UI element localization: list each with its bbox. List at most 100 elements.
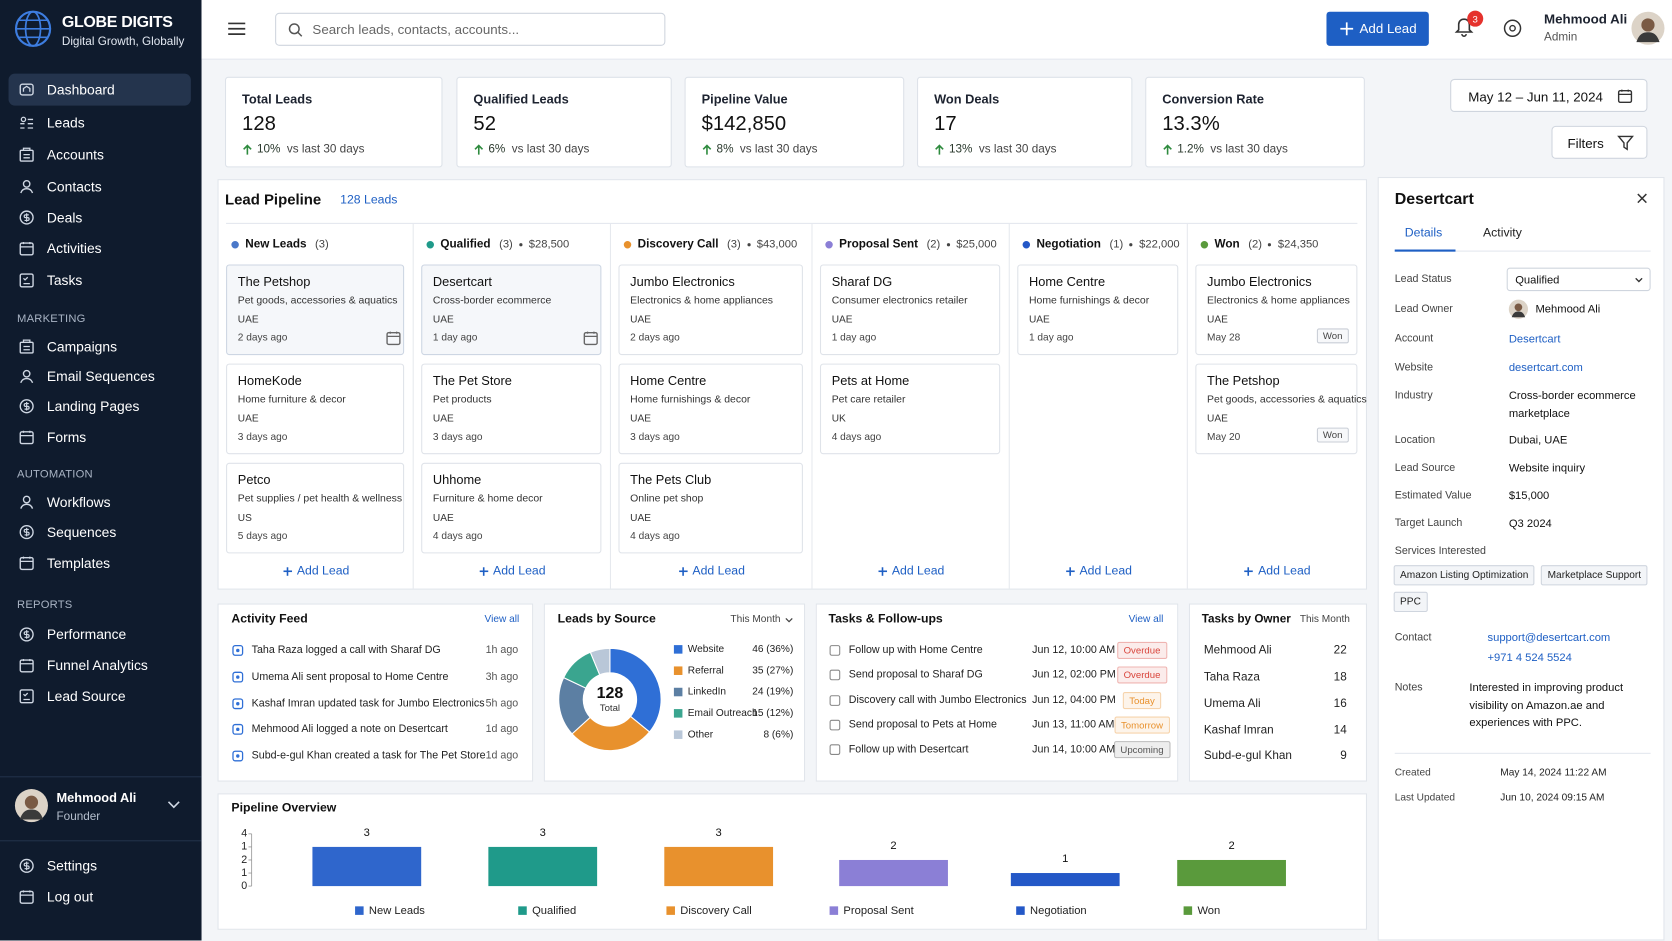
divider	[226, 222, 1358, 224]
lead-card[interactable]: The Pets Club Online pet shop UAE 4 days ag…	[618, 462, 803, 554]
nav-item[interactable]: Workflows	[9, 486, 191, 518]
close-button[interactable]	[1637, 193, 1648, 204]
tab[interactable]: Activity	[1482, 227, 1522, 240]
icon-part	[1163, 143, 1172, 155]
nav-item[interactable]: Deals	[9, 202, 191, 234]
lead-card[interactable]: Uhhome Furniture & home decor UAE 4 days ag…	[421, 462, 602, 554]
menu-button[interactable]	[227, 21, 246, 36]
activity-text: Kashaf Imran updated task for Jumbo Elec…	[251, 697, 485, 710]
lead-name: The Petshop	[1207, 373, 1280, 389]
add-lead-link[interactable]: Add Lead	[1244, 565, 1311, 578]
contact-email[interactable]: support@desertcart.com	[1487, 631, 1611, 645]
task-status: Tomorrow	[1114, 716, 1170, 734]
help-button[interactable]	[1503, 19, 1522, 38]
lead-card[interactable]: Home Centre Home furnishings & decor UAE 1 …	[1017, 264, 1179, 356]
icon-part	[22, 339, 31, 351]
lead-card[interactable]: Home Centre Home furnishings & decor UAE 3 …	[618, 363, 803, 455]
sidebar-user-role: Founder	[56, 810, 101, 824]
lead-country: UAE	[1207, 413, 1228, 425]
add-lead-link[interactable]: Add Lead	[282, 565, 349, 578]
kpi-change-value: 6%	[488, 142, 506, 156]
nav-item[interactable]: Performance	[9, 618, 191, 650]
task-checkbox[interactable]	[829, 719, 841, 731]
view-all-link[interactable]: View all	[1128, 613, 1164, 626]
nav-item[interactable]: Email Sequences	[9, 360, 191, 392]
icon-part	[1617, 135, 1634, 151]
filters-button[interactable]: Filters	[1551, 125, 1648, 159]
icon-part	[1617, 89, 1633, 104]
nav-item[interactable]: Landing Pages	[9, 390, 191, 422]
pipeline-total[interactable]: 128 Leads	[340, 194, 398, 207]
date-range[interactable]: May 12 – Jun 11, 2024	[1450, 78, 1648, 112]
nav-item[interactable]: Sequences	[9, 516, 191, 548]
field-value[interactable]: desertcart.com	[1508, 361, 1583, 375]
lead-card[interactable]: The Petshop Pet goods, accessories & aqua…	[226, 264, 405, 356]
lead-time: May 28	[1207, 332, 1241, 344]
nav-item[interactable]: Activities	[9, 232, 191, 264]
task-checkbox[interactable]	[829, 744, 841, 755]
nav-item[interactable]: Contacts	[9, 171, 191, 203]
task-checkbox[interactable]	[829, 645, 841, 656]
lead-card[interactable]: The Petshop Pet goods, accessories & aqua…	[1195, 363, 1367, 455]
search-icon	[288, 23, 303, 37]
task-due: Jun 13, 11:00 AM	[1032, 719, 1115, 731]
add-lead-link[interactable]: Add Lead	[479, 565, 546, 578]
nav-item[interactable]: Lead Source	[9, 680, 191, 712]
icon	[583, 331, 598, 346]
bar-value-label: 3	[364, 827, 370, 839]
icon	[20, 116, 34, 129]
task-status: Overdue	[1117, 666, 1167, 684]
nav-item[interactable]: Leads	[9, 107, 191, 139]
bar	[1177, 859, 1286, 887]
task-checkbox[interactable]	[829, 695, 841, 706]
service-tag: Marketplace Support	[1541, 565, 1648, 586]
lead-card[interactable]: Petco Pet supplies / pet health & wellnes…	[226, 462, 405, 554]
bar-value-label: 1	[1062, 853, 1068, 865]
add-lead-link[interactable]: Add Lead	[877, 565, 944, 578]
add-lead-link[interactable]: Add Lead	[1065, 565, 1132, 578]
status-dot	[1022, 240, 1031, 248]
nav-item[interactable]: Forms	[9, 421, 191, 453]
nav-item[interactable]: Accounts	[9, 139, 191, 171]
lead-description: Pet goods, accessories & aquatics	[1207, 393, 1367, 406]
kpi-change-value: 13%	[949, 142, 973, 156]
lead-card[interactable]: Pets at Home Pet care retailer UK 4 days ag…	[819, 363, 1001, 455]
lead-card[interactable]: Jumbo Electronics Electronics & home appl…	[1195, 264, 1358, 356]
search-box[interactable]: Search leads, contacts, accounts...	[275, 12, 666, 46]
lead-card[interactable]: The Pet Store Pet products UAE 3 days ago	[421, 363, 602, 455]
period-select[interactable]: This Month	[730, 613, 781, 626]
contact-phone[interactable]: +971 4 524 5524	[1487, 651, 1572, 665]
icon-part	[236, 754, 240, 758]
bar-value-label: 3	[716, 827, 722, 839]
status-select[interactable]: Qualified	[1506, 267, 1651, 292]
lead-card[interactable]: Desertcart Cross-border ecommerce UAE 1 day…	[421, 264, 602, 356]
activity-time: 3h ago	[485, 671, 519, 683]
nav-item[interactable]: Tasks	[9, 264, 191, 296]
icon-part	[584, 331, 598, 338]
nav-label: Deals	[46, 209, 83, 226]
icon-part	[19, 149, 34, 162]
view-all-link[interactable]: View all	[484, 613, 520, 626]
kpi-value: 128	[242, 113, 276, 136]
task-checkbox[interactable]	[829, 669, 841, 681]
lead-card[interactable]: Sharaf DG Consumer electronics retailer UA…	[819, 264, 1001, 356]
add-lead-link[interactable]: Add Lead	[678, 565, 745, 578]
nav-item[interactable]: Dashboard	[8, 73, 191, 106]
nav-item[interactable]: Templates	[9, 547, 191, 579]
nav-item[interactable]: Campaigns	[9, 331, 191, 363]
lead-card[interactable]: HomeKode Home furniture & decor UAE 3 days …	[226, 363, 405, 455]
lead-card[interactable]: Jumbo Electronics Electronics & home appl…	[618, 264, 803, 356]
field-value[interactable]: Desertcart	[1508, 332, 1561, 346]
bar	[488, 846, 598, 887]
legend-swatch	[673, 730, 683, 739]
add-lead-button[interactable]: Add Lead	[1326, 11, 1429, 46]
nav-item[interactable]: Funnel Analytics	[9, 649, 191, 681]
tab-active[interactable]: Details	[1404, 227, 1443, 240]
lead-name: The Pet Store	[432, 373, 512, 389]
nav-item[interactable]: Settings	[9, 850, 191, 882]
chevron[interactable]	[167, 801, 180, 810]
legend-label: Discovery Call	[680, 905, 751, 917]
nav-item[interactable]: Log out	[9, 881, 191, 913]
icon	[19, 524, 34, 540]
